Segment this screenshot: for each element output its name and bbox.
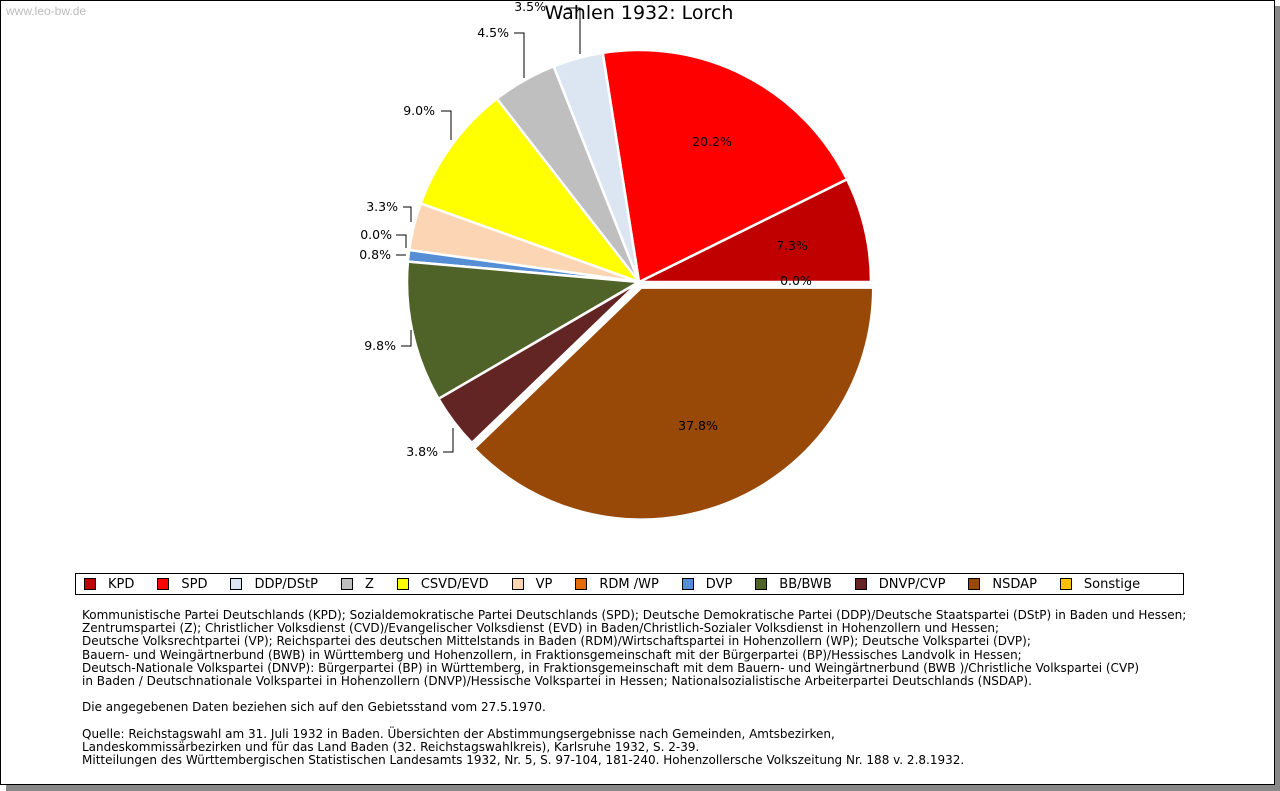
- leader-line: [396, 234, 407, 248]
- pie-slice-dnvpcvp: [436, 280, 640, 445]
- legend-label: DVP: [705, 576, 733, 592]
- legend-swatch: [340, 578, 353, 590]
- note-line: Quelle: Reichstagswahl am 31. Juli 1932 …: [82, 726, 835, 741]
- watermark: www.leo-bw.de: [6, 4, 87, 18]
- data-label: 9.8%: [364, 338, 396, 353]
- legend-item: Sonstige: [1059, 576, 1141, 592]
- data-label: 4.5%: [477, 25, 509, 40]
- legend-swatch: [681, 578, 694, 590]
- legend-swatch: [968, 578, 981, 590]
- legend: KPD SPD DDP/DStP Z CSVD/EVD VP RDM /WP DVP BB/BW…: [75, 573, 1184, 595]
- leader-line: [441, 110, 452, 140]
- legend-item: SPD: [157, 577, 207, 592]
- legend-label: NSDAP: [992, 576, 1037, 592]
- legend-label: CSVD/EVD: [420, 576, 489, 592]
- legend-label: DDP/DStP: [254, 576, 318, 592]
- note-line: Deutsche Volksrechtpartei (VP); Reichspa…: [82, 634, 1031, 649]
- pie-slice-bbbwb: [405, 260, 644, 401]
- legend-swatch: [854, 578, 867, 590]
- data-label: 9.0%: [403, 103, 435, 118]
- note-line: Zentrumspartei (Z); Christlicher Volksdi…: [82, 621, 1000, 636]
- note-line: in Baden / Deutschnationale Volkspartei …: [82, 674, 1032, 689]
- legend-swatch: [575, 578, 588, 590]
- legend-item: RDM /WP: [575, 576, 659, 592]
- chart-title-text: Wahlen 1932: Lorch: [544, 2, 734, 24]
- data-label: 3.3%: [366, 199, 398, 214]
- legend-item: DVP: [681, 576, 733, 592]
- pie-slice-kpd: [638, 177, 873, 284]
- legend-item: DNVP/CVP: [854, 576, 946, 592]
- note-line: Kommunistische Partei Deutschlands (KPD)…: [82, 608, 1187, 622]
- data-label: 20.2%: [692, 134, 732, 149]
- legend-swatch: [230, 578, 243, 590]
- legend-label: Sonstige: [1083, 576, 1141, 592]
- pie-slice-nsdap: [472, 286, 875, 521]
- legend-swatch: [157, 578, 170, 590]
- data-label: 3.8%: [406, 444, 438, 459]
- data-label: 7.3%: [776, 238, 808, 253]
- data-label: 37.8%: [678, 418, 718, 433]
- note-line: [82, 715, 1186, 728]
- legend-item: DDP/DStP: [230, 576, 318, 592]
- legend-swatch: [755, 578, 768, 590]
- legend-label: DNVP/CVP: [878, 576, 946, 592]
- legend-label: KPD: [108, 576, 135, 592]
- note-line: Landeskommissärbezirken und für das Land…: [82, 740, 700, 755]
- note-line: Bauern- und Weingärtnerbund (BWB) in Wür…: [82, 647, 1022, 662]
- legend-label: Z: [364, 576, 374, 592]
- legend-swatch: [1059, 578, 1072, 590]
- leader-line: [443, 428, 454, 453]
- pie-slice-spd: [601, 48, 849, 284]
- legend-item: KPD: [84, 577, 134, 592]
- legend-label: SPD: [181, 576, 208, 592]
- note-line: Deutsch-Nationale Volkspartei (DNVP): Bü…: [82, 660, 1140, 675]
- data-label: 3.5%: [514, 0, 546, 14]
- note-line: Die angegebenen Daten beziehen sich auf …: [82, 700, 546, 715]
- legend-swatch: [84, 578, 96, 590]
- data-label: 0.8%: [359, 247, 391, 262]
- chart-title: Wahlen 1932: Lorch: [0, 2, 1278, 24]
- legend-label: BB/BWB: [779, 576, 832, 592]
- footnotes: Kommunistische Partei Deutschlands (KPD)…: [82, 608, 1187, 768]
- pie-slice-csvdevd: [419, 96, 643, 285]
- pie-chart: 7.3% 20.2% 3.5% 4.5% 9.0% 3.3% 0.0% 0.8% 9.8% 3.8…: [359, 0, 875, 521]
- legend-label: VP: [535, 576, 553, 592]
- leader-line: [566, 7, 581, 54]
- data-label: 0.0%: [780, 273, 812, 288]
- legend-item: BB/BWB: [755, 576, 832, 592]
- leader-line: [401, 330, 412, 347]
- legend-swatch: [511, 578, 524, 590]
- leader-line: [403, 206, 412, 222]
- legend-item: CSVD/EVD: [396, 576, 489, 592]
- note-line: Mitteilungen des Württembergischen Stati…: [82, 753, 965, 768]
- legend-item: NSDAP: [968, 577, 1037, 592]
- legend-swatch: [396, 578, 409, 590]
- legend-label: RDM /WP: [599, 576, 659, 592]
- data-label: 0.0%: [360, 227, 392, 242]
- legend-item: Z: [340, 576, 374, 592]
- leader-line: [514, 32, 525, 78]
- legend-item: VP: [511, 576, 553, 592]
